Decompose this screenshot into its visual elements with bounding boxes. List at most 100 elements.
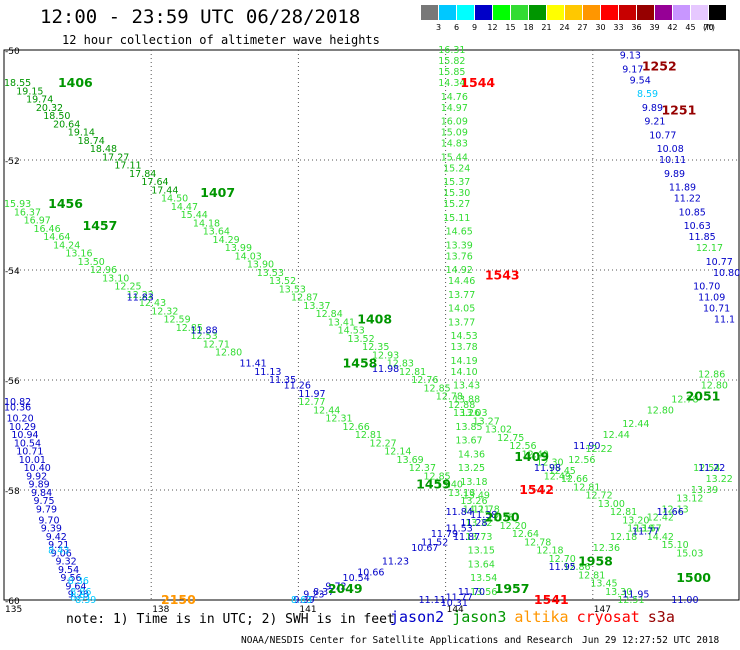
swh-value: 13.54 [470, 573, 497, 584]
swh-value: 9.54 [630, 75, 651, 86]
swh-value: 9.72 [325, 581, 346, 592]
swh-value: 13.40 [436, 480, 463, 491]
swh-value: 9.23 [303, 590, 324, 601]
swh-value: 17.44 [151, 185, 178, 196]
legend-label: 42 [667, 23, 678, 32]
swh-value: 13.53 [257, 268, 284, 279]
swh-value: 13.90 [247, 260, 274, 271]
map-title: 12:00 - 23:59 UTC 06/28/2018 [40, 6, 361, 28]
swh-value: 9.92 [26, 471, 47, 482]
legend-swatch [457, 5, 474, 20]
swh-value: 9.89 [642, 103, 663, 114]
swh-value: 13.99 [225, 243, 252, 254]
swh-value: 13.53 [279, 284, 306, 295]
pass-label: 2051 [686, 389, 721, 404]
swh-value: 14.53 [338, 326, 365, 337]
pass-label: 2150 [161, 592, 196, 607]
swh-value: 9.21 [48, 540, 69, 551]
legend-swatch [475, 5, 492, 20]
swh-value: 12.80 [647, 405, 674, 416]
swh-value: 10.29 [9, 422, 36, 433]
swh-value: 12.77 [298, 397, 325, 408]
swh-value: 15.11 [443, 213, 470, 224]
swh-value: 15.93 [4, 199, 31, 210]
swh-value: 15.37 [443, 177, 470, 188]
swh-value: 20.64 [53, 119, 80, 130]
legend-label: 30 [595, 23, 606, 32]
legend-label: 27 [577, 23, 588, 32]
swh-value: 14.76 [441, 92, 468, 103]
swh-value: 10.85 [679, 207, 706, 218]
swh-value: 11.38 [470, 510, 497, 521]
swh-value: 11.28 [460, 518, 487, 529]
swh-value: 12.59 [163, 315, 190, 326]
legend-swatch [511, 5, 528, 20]
swh-value: 13.10 [102, 273, 129, 284]
swh-value: 16.31 [438, 45, 465, 56]
swh-value: 8.37 [313, 587, 334, 598]
legend-swatch [583, 5, 600, 20]
swh-value: 12.19 [627, 524, 654, 535]
swh-value: 11.1 [714, 315, 735, 326]
swh-value: 12.85 [424, 471, 451, 482]
swh-value: 15.24 [443, 163, 470, 174]
pass-label: 1456 [48, 196, 83, 211]
time-swh-note: note: 1) Time is in UTC; 2) SWH is in fe… [66, 612, 395, 627]
swh-value: 12.42 [647, 513, 674, 524]
swh-value: 17.11 [114, 161, 141, 172]
swh-value: 9.56 [60, 573, 81, 584]
swh-value: 14.18 [193, 218, 220, 229]
swh-value: 12.78 [671, 394, 698, 405]
swh-value: 15.82 [438, 56, 465, 67]
pass-label: 1543 [485, 268, 520, 283]
legend-swatch [547, 5, 564, 20]
swh-value: 8.86 [70, 587, 91, 598]
swh-value: 9.42 [46, 532, 67, 543]
swh-value: 9.64 [65, 581, 86, 592]
swh-value: 9.17 [622, 64, 643, 75]
swh-value: 12.22 [127, 290, 154, 301]
swh-value: 10.77 [649, 130, 676, 141]
swh-value: 17.84 [129, 169, 156, 180]
swh-value: 14.10 [451, 367, 478, 378]
swh-value: 14.47 [171, 202, 198, 213]
swh-value: 12.78 [524, 537, 551, 548]
swh-value: 11.89 [669, 183, 696, 194]
swh-value: 12.40 [522, 449, 549, 460]
legend-swatch [637, 5, 654, 20]
swh-value: 13.18 [460, 477, 487, 488]
swh-value: 16.09 [441, 117, 468, 128]
legend-label: 18 [523, 23, 534, 32]
swh-value: 12.85 [176, 323, 203, 334]
swh-value: 12.45 [549, 466, 576, 477]
swh-value: 13.77 [448, 290, 475, 301]
swh-value: 9.70 [38, 515, 59, 526]
swh-value: 11.53 [446, 524, 473, 535]
swh-value: 10.70 [693, 282, 720, 293]
swh-value: 14.64 [43, 232, 70, 243]
swh-value: 17.27 [102, 152, 129, 163]
swh-value: 14.42 [647, 532, 674, 543]
pass-label: 1541 [534, 592, 569, 607]
swh-value: 12.56 [509, 441, 536, 452]
swh-value: 13.67 [635, 524, 662, 535]
swh-value: 13.16 [65, 249, 92, 260]
pass-label: 1252 [642, 59, 677, 74]
swh-value: 10.54 [14, 438, 41, 449]
swh-value: 12.72 [585, 491, 612, 502]
swh-value: 13.26 [460, 496, 487, 507]
swh-value: 10.94 [11, 430, 38, 441]
swh-value: 20.32 [36, 103, 63, 114]
swh-value: 12.17 [696, 243, 723, 254]
longitude-tick-label: 144 [447, 605, 464, 615]
latitude-tick-label: -52 [5, 157, 20, 167]
swh-value: 10.80 [713, 268, 740, 279]
pass-label: 2050 [485, 510, 520, 525]
satellite-jason3: jason3 [452, 608, 507, 626]
swh-value: 14.36 [458, 449, 485, 460]
swh-value: 11.85 [688, 232, 715, 243]
swh-value: 12.22 [585, 444, 612, 455]
swh-value: 12.80 [701, 381, 728, 392]
swh-value: 13.43 [453, 381, 480, 392]
swh-value: 11.11 [419, 595, 446, 606]
